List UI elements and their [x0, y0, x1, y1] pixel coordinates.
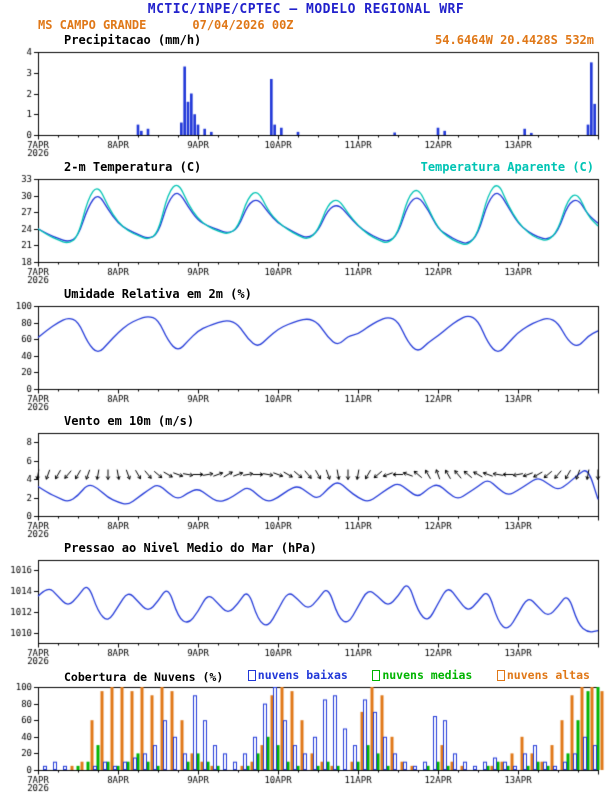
pressure-title-row: Pressao ao Nivel Medio do Mar (hPa) — [0, 541, 612, 555]
humidity-title-row: Umidade Relativa em 2m (%) — [0, 287, 612, 301]
cloud-cover-chart-canvas — [0, 682, 612, 792]
panel-pressure: Pressao ao Nivel Medio do Mar (hPa) — [0, 541, 612, 667]
pressure-title: Pressao ao Nivel Medio do Mar (hPa) — [64, 541, 317, 555]
run-datetime: 07/04/2026 00Z — [192, 18, 294, 32]
low-clouds-swatch-icon — [247, 669, 256, 681]
temp-title: 2-m Temperatura (C) — [64, 160, 202, 174]
pressure-chart-canvas — [0, 555, 612, 667]
humidity-title: Umidade Relativa em 2m (%) — [64, 287, 252, 301]
temp-title-row: 2-m Temperatura (C) Temperatura Aparente… — [0, 160, 612, 174]
low-clouds-label: nuvens baixas — [257, 668, 348, 682]
model-title: MCTIC/INPE/CPTEC — MODELO REGIONAL WRF — [147, 2, 465, 17]
wind-title: Vento em 10m (m/s) — [64, 414, 195, 428]
precip-title-row: Precipitacao (mm/h) 54.6464W 20.4428S 53… — [0, 33, 612, 47]
high-clouds-swatch-icon — [496, 669, 505, 681]
panel-wind: Vento em 10m (m/s) — [0, 414, 612, 540]
mid-clouds-label: nuvens medias — [382, 668, 473, 682]
legend-mid-clouds: nuvens medias — [372, 668, 472, 682]
precipitation-chart-canvas — [0, 47, 612, 159]
precip-title: Precipitacao (mm/h) — [64, 33, 202, 47]
wind-chart-canvas — [0, 428, 612, 540]
panel-humidity: Umidade Relativa em 2m (%) — [0, 287, 612, 413]
panel-clouds: Cobertura de Nuvens (%) nuvens baixas nu… — [0, 668, 612, 792]
mid-clouds-swatch-icon — [372, 669, 381, 681]
station-name: MS CAMPO GRANDE — [38, 18, 147, 32]
panel-precipitation: Precipitacao (mm/h) 54.6464W 20.4428S 53… — [0, 33, 612, 159]
high-clouds-label: nuvens altas — [506, 668, 590, 682]
apparent-temp-legend: Temperatura Aparente (C) — [420, 160, 594, 174]
wind-title-row: Vento em 10m (m/s) — [0, 414, 612, 428]
cloud-title-row: Cobertura de Nuvens (%) nuvens baixas nu… — [0, 668, 612, 684]
legend-low-clouds: nuvens baixas — [247, 668, 348, 682]
legend-high-clouds: nuvens altas — [496, 668, 590, 682]
station-coordinates: 54.6464W 20.4428S 532m — [435, 33, 594, 47]
cloud-title: Cobertura de Nuvens (%) — [64, 669, 224, 684]
humidity-chart-canvas — [0, 301, 612, 413]
panel-temperature: 2-m Temperatura (C) Temperatura Aparente… — [0, 160, 612, 286]
temperature-chart-canvas — [0, 174, 612, 286]
run-info-row: MS CAMPO GRANDE 07/04/2026 00Z — [0, 18, 612, 32]
